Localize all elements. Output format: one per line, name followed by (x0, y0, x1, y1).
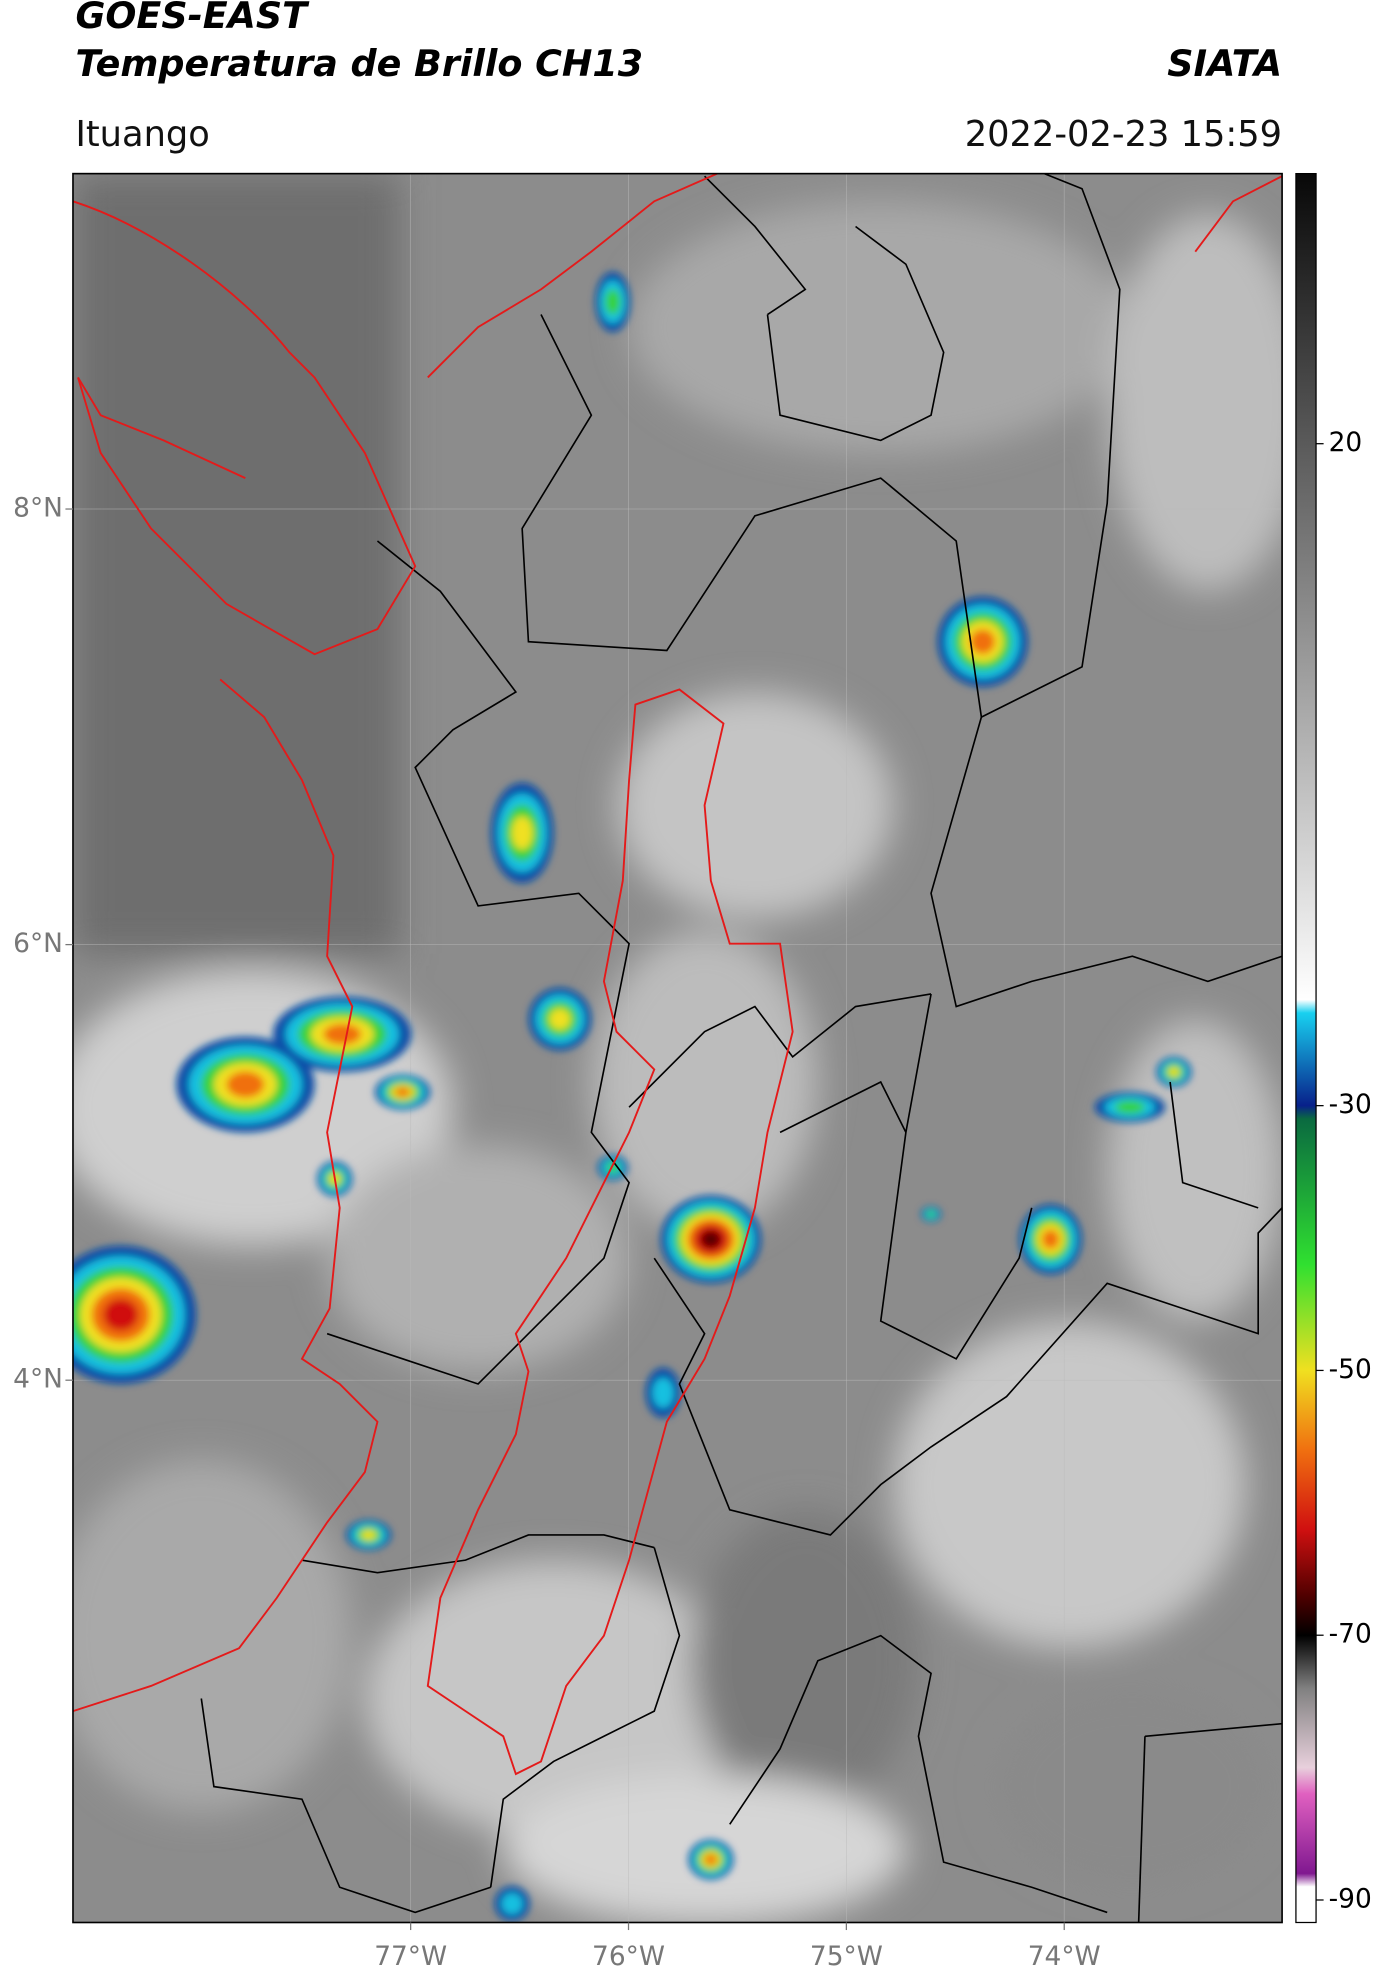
y-tick-label: 6°N (13, 928, 63, 959)
title: GOES-EAST (75, 0, 310, 37)
subtitle: Temperatura de Brillo CH13 (75, 42, 643, 85)
colorbar-tick-label: -50 (1329, 1354, 1372, 1385)
colorbar (1295, 172, 1317, 1924)
brand: SIATA (1167, 42, 1282, 85)
colorbar-tick-label: 20 (1329, 427, 1363, 458)
coast-and-region-lines (72, 173, 1283, 1776)
map-frame (72, 172, 1283, 1924)
colorbar-tick-label: -90 (1329, 1883, 1372, 1914)
x-tick-label: 76°W (592, 1941, 665, 1972)
department-borders (200, 173, 1283, 1923)
colorbar-tick-label: -70 (1329, 1619, 1372, 1650)
colorbar-tick-label: -30 (1329, 1089, 1372, 1120)
map (72, 173, 1283, 1923)
x-tick-label: 77°W (374, 1941, 447, 1972)
x-tick-label: 75°W (810, 1941, 883, 1972)
y-tick-label: 4°N (13, 1364, 63, 1395)
datetime: 2022-02-23 15:59 (965, 114, 1282, 155)
storm-cells (72, 271, 1192, 1922)
x-tick-label: 74°W (1028, 1941, 1101, 1972)
y-tick-label: 8°N (13, 493, 63, 524)
location: Ituango (75, 114, 209, 155)
